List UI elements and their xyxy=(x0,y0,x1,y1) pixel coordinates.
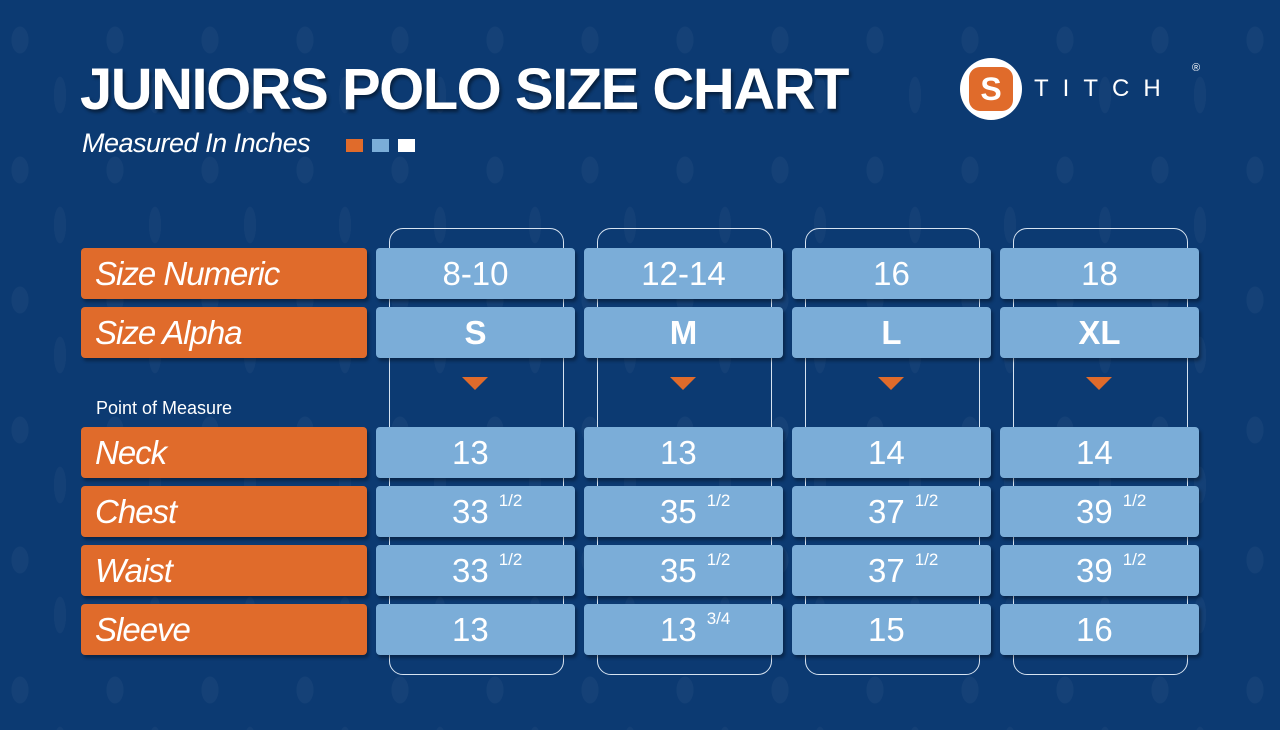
legend-swatch-blue xyxy=(372,139,389,152)
size-alpha-cell: S xyxy=(376,307,575,358)
measure-cell: 13 xyxy=(584,427,783,478)
point-of-measure-label: Point of Measure xyxy=(96,398,233,418)
measure-value: 13 xyxy=(452,433,489,471)
down-arrow-icon xyxy=(1086,377,1112,390)
measure-value: 14 xyxy=(1076,433,1113,471)
measure-cell: 35 1/2 xyxy=(584,486,783,537)
measure-value: 35 xyxy=(660,551,697,589)
legend-swatch-orange xyxy=(346,139,363,152)
measure-value: 13 xyxy=(660,610,697,648)
row-label-neck: Neck xyxy=(81,427,367,478)
measure-value: 33 xyxy=(452,492,489,530)
size-numeric-cell: 16 xyxy=(792,248,991,299)
row-label-sleeve: Sleeve xyxy=(81,604,367,655)
measure-cell: 13 3/4 xyxy=(584,604,783,655)
measure-fraction: 1/2 xyxy=(1122,549,1147,569)
measure-value: 39 xyxy=(1076,551,1113,589)
size-numeric-cell: 18 xyxy=(1000,248,1199,299)
down-arrow-icon xyxy=(878,377,904,390)
measure-fraction: 3/4 xyxy=(706,608,731,628)
measure-cell: 15 xyxy=(792,604,991,655)
registered-mark: ® xyxy=(1192,62,1201,74)
measure-fraction: 1/2 xyxy=(706,490,731,510)
page-subtitle: Measured In Inches xyxy=(82,128,311,158)
color-legend xyxy=(346,139,415,152)
measure-fraction: 1/2 xyxy=(914,490,939,510)
size-numeric-cell: 12-14 xyxy=(584,248,783,299)
measure-cell: 35 1/2 xyxy=(584,545,783,596)
measure-value: 13 xyxy=(452,610,489,648)
measure-value: 37 xyxy=(868,551,905,589)
measure-value: 15 xyxy=(868,610,905,648)
stitch-logo: S TITCH ® xyxy=(960,58,1200,120)
size-alpha-cell: L xyxy=(792,307,991,358)
logo-circle-icon: S xyxy=(960,58,1022,120)
measure-cell: 16 xyxy=(1000,604,1199,655)
measure-fraction: 1/2 xyxy=(498,549,523,569)
measure-fraction: 1/2 xyxy=(914,549,939,569)
row-label-chest: Chest xyxy=(81,486,367,537)
measure-cell: 39 1/2 xyxy=(1000,486,1199,537)
row-label-size-numeric: Size Numeric xyxy=(81,248,367,299)
down-arrow-icon xyxy=(462,377,488,390)
page-title: JUNIORS POLO SIZE CHART xyxy=(80,57,849,122)
measure-cell: 13 xyxy=(376,604,575,655)
legend-swatch-white xyxy=(398,139,415,152)
measure-cell: 37 1/2 xyxy=(792,545,991,596)
measure-value: 35 xyxy=(660,492,697,530)
measure-value: 39 xyxy=(1076,492,1113,530)
measure-cell: 37 1/2 xyxy=(792,486,991,537)
measure-fraction: 1/2 xyxy=(706,549,731,569)
size-alpha-cell: XL xyxy=(1000,307,1199,358)
measure-cell: 33 1/2 xyxy=(376,545,575,596)
measure-cell: 14 xyxy=(792,427,991,478)
logo-letter: S xyxy=(969,67,1013,111)
measure-cell: 14 xyxy=(1000,427,1199,478)
measure-cell: 13 xyxy=(376,427,575,478)
measure-value: 14 xyxy=(868,433,905,471)
down-arrow-icon xyxy=(670,377,696,390)
size-alpha-cell: M xyxy=(584,307,783,358)
logo-wordmark: TITCH xyxy=(1034,75,1175,102)
measure-value: 16 xyxy=(1076,610,1113,648)
measure-value: 33 xyxy=(452,551,489,589)
measure-cell: 33 1/2 xyxy=(376,486,575,537)
row-label-waist: Waist xyxy=(81,545,367,596)
measure-value: 37 xyxy=(868,492,905,530)
measure-fraction: 1/2 xyxy=(498,490,523,510)
size-numeric-cell: 8-10 xyxy=(376,248,575,299)
row-label-size-alpha: Size Alpha xyxy=(81,307,367,358)
measure-cell: 39 1/2 xyxy=(1000,545,1199,596)
measure-value: 13 xyxy=(660,433,697,471)
measure-fraction: 1/2 xyxy=(1122,490,1147,510)
